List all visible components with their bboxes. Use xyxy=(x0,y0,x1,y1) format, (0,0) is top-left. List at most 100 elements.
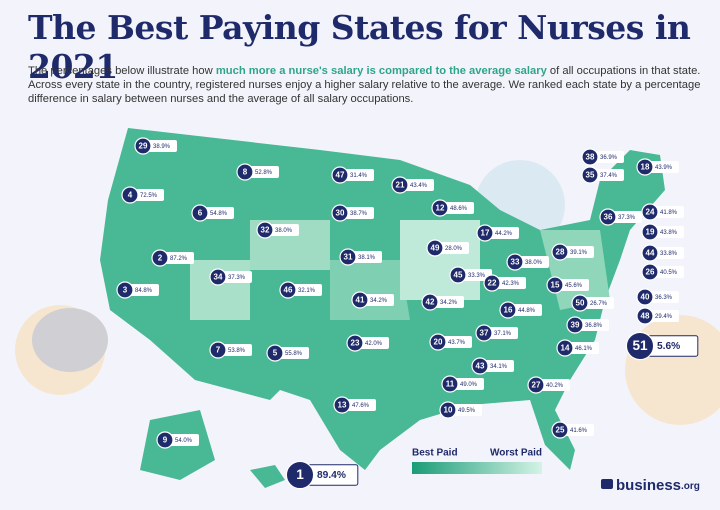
rank: 6 xyxy=(198,209,203,218)
rank-badge xyxy=(475,324,493,342)
pct-box xyxy=(265,224,299,236)
pct: 47.6% xyxy=(352,403,370,409)
rank-badge xyxy=(599,208,617,226)
rank: 35 xyxy=(586,171,595,180)
pct: 34.2% xyxy=(440,300,458,306)
pct: 49.5% xyxy=(458,408,476,414)
rank-badge xyxy=(236,163,254,181)
rank: 7 xyxy=(216,346,221,355)
pct: 49.0% xyxy=(460,382,478,388)
pct: 38.1% xyxy=(358,255,376,261)
pct: 44.2% xyxy=(495,231,513,237)
pct: 43.8% xyxy=(660,230,678,236)
pct-box xyxy=(165,434,199,446)
pct: 26.7% xyxy=(590,301,608,307)
region xyxy=(330,260,410,320)
state-label: 3 84.8% xyxy=(116,281,159,299)
pct: 31.4% xyxy=(350,173,368,179)
state-label: 39 36.8% xyxy=(566,316,609,334)
rank-badge xyxy=(441,375,459,393)
state-label: 27 40.2% xyxy=(527,376,570,394)
rank-badge xyxy=(285,460,315,490)
pct-box xyxy=(560,424,594,436)
rank: 12 xyxy=(436,204,445,213)
pct-box xyxy=(650,266,684,278)
rank-badge xyxy=(333,396,351,414)
pct-box xyxy=(200,207,234,219)
pct: 54.8% xyxy=(210,211,228,217)
rank: 50 xyxy=(576,299,585,308)
pct-box xyxy=(590,151,624,163)
rank-badge xyxy=(636,158,654,176)
title: The Best Paying States for Nurses in 202… xyxy=(28,8,691,86)
pct: 37.4% xyxy=(600,173,618,179)
rank-badge xyxy=(346,334,364,352)
state-label: 19 43.8% xyxy=(641,223,684,241)
rank: 33 xyxy=(511,258,520,267)
state-label: 6 54.8% xyxy=(191,204,234,222)
state-label: 33 38.0% xyxy=(506,253,549,271)
pct: 36.3% xyxy=(655,295,673,301)
state-label: 4 72.5% xyxy=(121,186,164,204)
state-label: 34 37.3% xyxy=(209,268,252,286)
rank-badge xyxy=(641,203,659,221)
pct: 87.2% xyxy=(170,256,188,262)
logo-text: business xyxy=(616,477,681,494)
pct-box xyxy=(608,211,642,223)
pct: 45.6% xyxy=(565,283,583,289)
state-label: 43 34.1% xyxy=(471,357,514,375)
state-label: 21 43.4% xyxy=(391,176,434,194)
rank: 16 xyxy=(504,306,513,315)
pct: 89.4% xyxy=(317,470,346,481)
pct-box xyxy=(438,336,472,348)
rank-badge xyxy=(641,223,659,241)
pct: 38.0% xyxy=(525,260,543,266)
pct-box xyxy=(218,271,252,283)
state-label: 24 41.8% xyxy=(641,203,684,221)
rank-badge xyxy=(476,224,494,242)
rank-badge xyxy=(546,276,564,294)
rank: 27 xyxy=(532,381,541,390)
pct: 29.4% xyxy=(655,314,673,320)
rank-badge xyxy=(279,281,297,299)
region xyxy=(400,220,480,300)
rank-badge xyxy=(471,357,489,375)
state-label: 40 36.3% xyxy=(636,288,679,306)
pct: 43.7% xyxy=(448,340,466,346)
state-label: 30 38.7% xyxy=(331,204,374,222)
pct-box xyxy=(590,169,624,181)
rank-badge xyxy=(625,331,655,361)
state-label: 7 53.8% xyxy=(209,341,252,359)
state-label: 47 31.4% xyxy=(331,166,374,184)
rank: 24 xyxy=(646,208,655,217)
rank-badge xyxy=(581,166,599,184)
rank: 15 xyxy=(551,281,560,290)
pct: 34.2% xyxy=(370,298,388,304)
state-label: 26 40.5% xyxy=(641,263,684,281)
pct: 72.5% xyxy=(140,193,158,199)
pct: 42.3% xyxy=(502,281,520,287)
pct: 32.1% xyxy=(298,288,316,294)
state-label: 20 43.7% xyxy=(429,333,472,351)
rank-badge xyxy=(121,186,139,204)
pct: 48.6% xyxy=(450,206,468,212)
pct-box xyxy=(143,140,177,152)
state-label: 32 38.0% xyxy=(256,221,299,239)
pct-box xyxy=(348,251,382,263)
rank: 36 xyxy=(604,213,613,222)
pct-box xyxy=(130,189,164,201)
pct: 38.9% xyxy=(153,144,171,150)
rank: 32 xyxy=(261,226,270,235)
rank-badge xyxy=(331,204,349,222)
pct-box xyxy=(288,284,322,296)
state-label: 18 43.9% xyxy=(636,158,679,176)
rank: 19 xyxy=(646,228,655,237)
legend-bar xyxy=(412,462,542,474)
state-label: 29 38.9% xyxy=(134,137,177,155)
pct-box xyxy=(485,227,519,239)
pct-box xyxy=(342,399,376,411)
pct-box xyxy=(435,242,469,254)
rank: 51 xyxy=(632,338,648,353)
rank: 31 xyxy=(344,253,353,262)
